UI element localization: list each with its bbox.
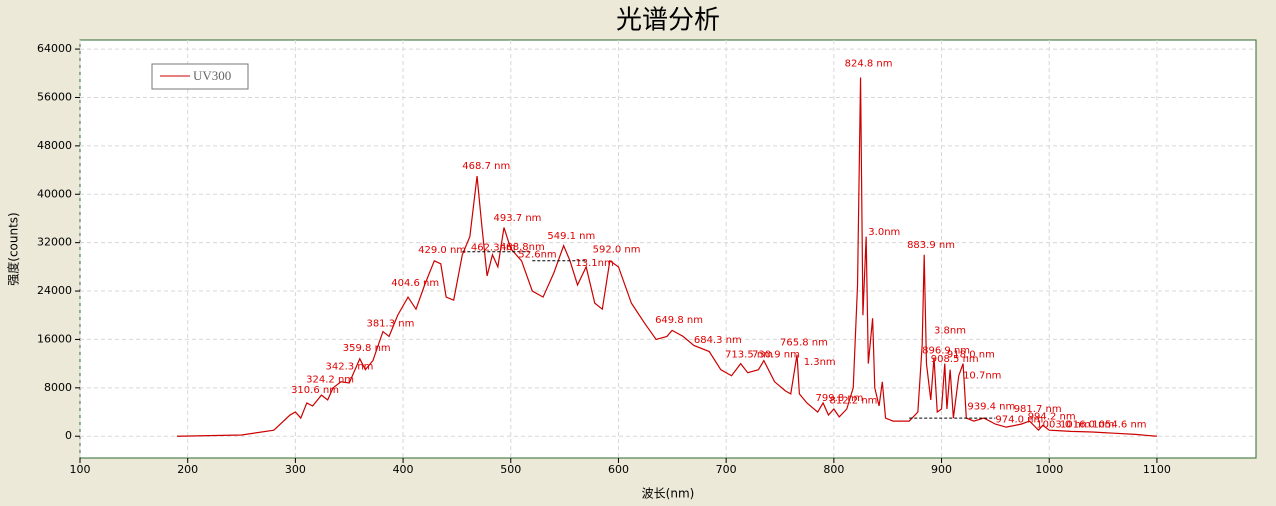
peak-label: 713.5 nm bbox=[725, 350, 773, 361]
x-axis-label: 波长(nm) bbox=[642, 487, 695, 501]
peak-label: 896.9 nm bbox=[922, 345, 970, 356]
peak-label: 10.7nm bbox=[963, 371, 1001, 382]
y-axis-label: 强度(counts) bbox=[6, 212, 21, 285]
peak-label: 824.8 nm bbox=[845, 59, 893, 70]
peak-label: 918.0 nm bbox=[947, 350, 995, 361]
peak-label: 684.3 nm bbox=[694, 335, 742, 346]
peak-label: 812.2 nm bbox=[830, 396, 878, 407]
peak-label: 3.0nm bbox=[868, 227, 900, 238]
y-tick-label: 48000 bbox=[37, 139, 72, 152]
x-tick-label: 1100 bbox=[1143, 463, 1171, 476]
x-tick-label: 300 bbox=[285, 463, 306, 476]
x-tick-label: 700 bbox=[716, 463, 737, 476]
peak-label: 52.6nm bbox=[518, 250, 556, 261]
x-tick-label: 100 bbox=[70, 463, 91, 476]
peak-label: 974.0 nm bbox=[995, 414, 1043, 425]
peak-label: 649.8 nm bbox=[655, 315, 703, 326]
peak-label: 1.3nm bbox=[804, 357, 836, 368]
peak-label: 799.8 nm bbox=[816, 393, 864, 404]
peak-label: 908.5 nm bbox=[931, 354, 979, 365]
x-tick-label: 1000 bbox=[1035, 463, 1063, 476]
peak-label: 1016.0 nm bbox=[1060, 420, 1114, 431]
x-tick-label: 400 bbox=[393, 463, 414, 476]
peak-label: 549.1 nm bbox=[547, 231, 595, 242]
peak-label: 939.4 nm bbox=[967, 402, 1015, 413]
peak-label: 981.7 nm bbox=[1014, 404, 1062, 415]
peak-label: 13.1nm bbox=[575, 258, 613, 269]
peak-label: 592.0 nm bbox=[593, 244, 641, 255]
peak-label: 468.7 nm bbox=[462, 161, 510, 172]
peak-label: 994.2 nm bbox=[1028, 411, 1076, 422]
y-tick-label: 56000 bbox=[37, 90, 72, 103]
y-tick-label: 40000 bbox=[37, 187, 72, 200]
legend-label: UV300 bbox=[193, 68, 231, 83]
peak-label: 493.7 nm bbox=[494, 213, 542, 224]
x-tick-label: 200 bbox=[177, 463, 198, 476]
y-tick-label: 16000 bbox=[37, 332, 72, 345]
peak-label: 3.8nm bbox=[934, 325, 966, 336]
y-tick-label: 24000 bbox=[37, 284, 72, 297]
peak-label: 310.6 nm bbox=[291, 385, 339, 396]
y-tick-label: 8000 bbox=[44, 381, 72, 394]
y-tick-label: 32000 bbox=[37, 236, 72, 249]
peak-label: 404.6 nm bbox=[391, 278, 439, 289]
peak-label: 1003.0 nm bbox=[1036, 420, 1090, 431]
peak-label: 342.3 nm bbox=[326, 362, 374, 373]
x-tick-label: 600 bbox=[608, 463, 629, 476]
peak-label: 324.2 nm bbox=[306, 374, 354, 385]
grid bbox=[79, 40, 1256, 458]
peak-label: 488.8nm bbox=[500, 242, 545, 253]
chart-title: 光谱分析 bbox=[616, 6, 720, 36]
peak-label: 462.3nm bbox=[471, 242, 516, 253]
y-tick-label: 0 bbox=[65, 429, 72, 442]
peak-label: 429.0 nm bbox=[418, 245, 466, 256]
peak-label: 730.9 nm bbox=[752, 350, 800, 361]
peak-label: 1054.6 nm bbox=[1092, 420, 1146, 431]
peak-label: 765.8 nm bbox=[780, 337, 828, 348]
x-tick-label: 800 bbox=[823, 463, 844, 476]
peak-label: 359.8 nm bbox=[343, 343, 391, 354]
x-tick-label: 900 bbox=[931, 463, 952, 476]
peak-label: 883.9 nm bbox=[907, 240, 955, 251]
plot-area bbox=[79, 39, 1257, 459]
peak-label: 381.3 nm bbox=[366, 319, 414, 330]
y-tick-label: 64000 bbox=[37, 42, 72, 55]
spectrum-line bbox=[176, 77, 1157, 437]
x-tick-label: 500 bbox=[500, 463, 521, 476]
